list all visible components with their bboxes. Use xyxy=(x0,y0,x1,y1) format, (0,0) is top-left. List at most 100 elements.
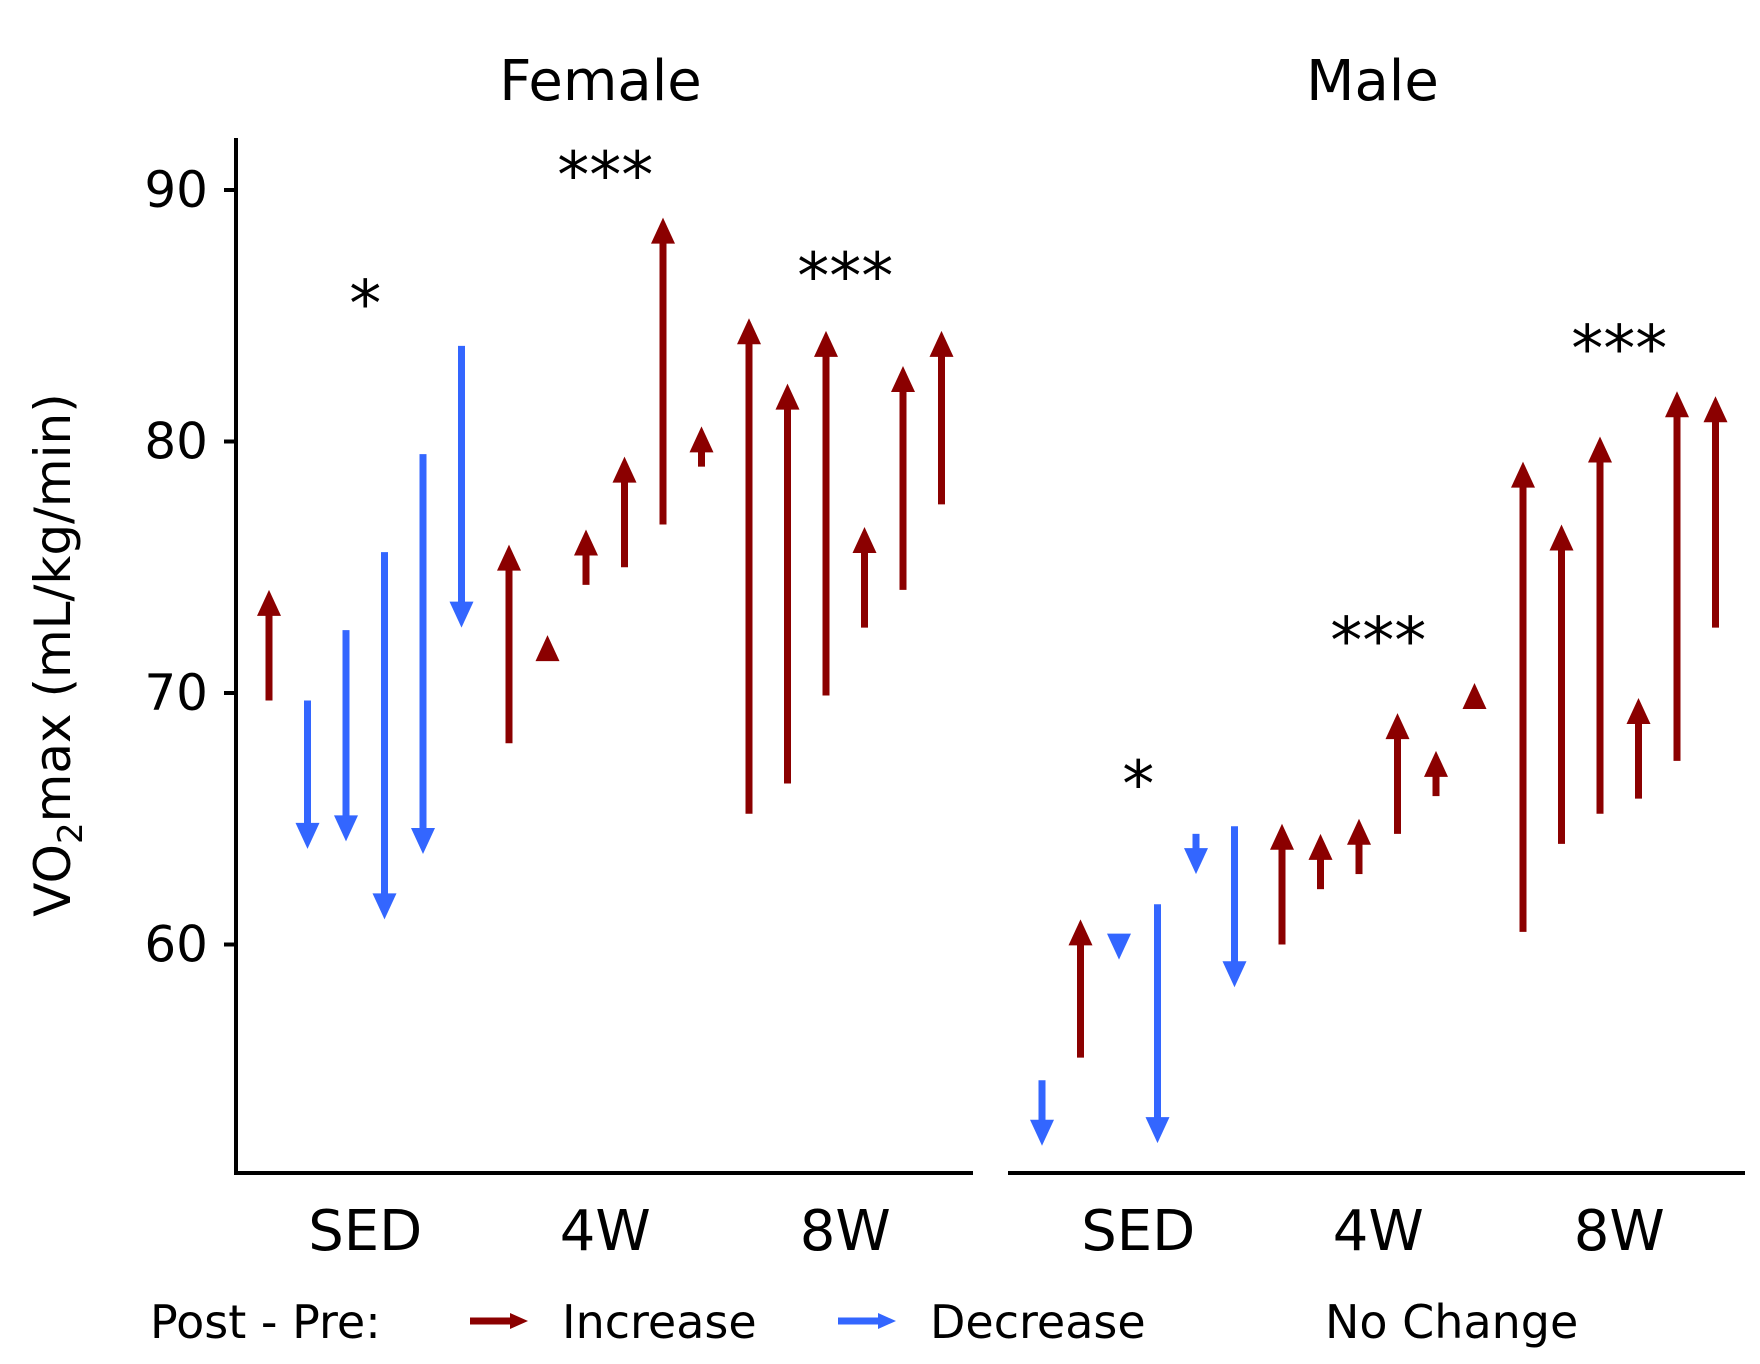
male-4w-arrow-1 xyxy=(1270,823,1294,945)
legend-key-increase xyxy=(470,1313,528,1329)
legend-key-increase-head xyxy=(510,1313,528,1329)
female-4w-arrow-6 xyxy=(689,426,714,467)
male-sed-significance: * xyxy=(1122,748,1154,822)
male-sed-arrow-5-head xyxy=(1184,848,1208,875)
female-8w-significance: *** xyxy=(797,240,893,314)
female-sed-arrow-2 xyxy=(295,700,320,849)
y-axis-title-main: VO xyxy=(24,844,82,917)
female-4w-arrow-1 xyxy=(497,544,521,744)
male-8w-arrow-5-head xyxy=(1665,391,1689,418)
male-8w-arrow-1 xyxy=(1511,461,1535,932)
legend-label-increase: Increase xyxy=(562,1295,757,1349)
female-sed-arrow-4-head xyxy=(372,893,397,920)
female-4w-arrow-4 xyxy=(612,456,637,568)
male-4w-arrow-2-head xyxy=(1308,833,1333,860)
legend-label-nochange: No Change xyxy=(1325,1295,1578,1349)
female-8w-arrow-6-head xyxy=(929,330,954,357)
y-axis-title-rest: max (mL/kg/min) xyxy=(24,393,82,822)
male-4w-arrow-2 xyxy=(1308,833,1333,890)
male-sed-arrow-1 xyxy=(1030,1080,1054,1146)
legend-key-decrease xyxy=(838,1313,896,1329)
male-8w-arrow-4-head xyxy=(1626,698,1651,725)
female-4w-arrow-5-head xyxy=(651,217,675,244)
male-4w-arrow-4 xyxy=(1385,713,1410,834)
arrows-layer xyxy=(257,217,1728,1146)
labels-layer: VO2max (mL/kg/min) Female SED * 4W *** 8W *** Ma… xyxy=(24,49,1667,1264)
female-8w-arrow-3-head xyxy=(814,330,838,357)
y-tick-label-70: 70 xyxy=(144,664,208,722)
male-panel-title: Male xyxy=(1306,49,1439,114)
female-panel-title: Female xyxy=(499,49,701,114)
female-8w-arrow-2-head xyxy=(775,383,800,410)
female-sed-arrow-1 xyxy=(257,589,281,701)
female-sed-arrow-1-head xyxy=(257,589,281,616)
female-sed-arrow-2-head xyxy=(295,822,320,849)
male-sed-arrow-6 xyxy=(1222,826,1247,988)
female-4w-arrow-3-head xyxy=(574,529,598,556)
legend-key-decrease-head xyxy=(878,1313,896,1329)
female-4w-arrow-5 xyxy=(651,217,675,525)
legend-title: Post - Pre: xyxy=(150,1295,381,1349)
female-8w-arrow-2 xyxy=(775,383,800,784)
female-sed-significance: * xyxy=(349,268,381,342)
male-4w-arrow-6 xyxy=(1462,682,1487,709)
male-4w-arrow-3-head xyxy=(1347,818,1371,845)
male-sed-arrow-4 xyxy=(1145,904,1170,1144)
male-4w-significance: *** xyxy=(1330,605,1426,679)
female-8w-arrow-3 xyxy=(814,330,838,696)
female-8w-arrow-4-head xyxy=(852,527,877,554)
legend-label-decrease: Decrease xyxy=(930,1295,1146,1349)
male-8w-significance: *** xyxy=(1571,313,1667,387)
male-x-tick-label-8w: 8W xyxy=(1574,1199,1665,1264)
y-axis-title-sub: 2 xyxy=(51,822,91,844)
female-x-tick-label-8w: 8W xyxy=(800,1199,891,1264)
male-4w-arrow-5 xyxy=(1424,750,1448,797)
male-8w-arrow-4 xyxy=(1626,698,1651,799)
male-x-tick-label-sed: SED xyxy=(1081,1199,1195,1264)
male-x-tick-label-4w: 4W xyxy=(1333,1199,1424,1264)
male-sed-arrow-2-head xyxy=(1068,919,1093,946)
female-sed-arrow-5 xyxy=(411,454,435,854)
female-4w-significance: *** xyxy=(557,140,653,214)
male-8w-arrow-3-head xyxy=(1588,436,1612,463)
female-8w-arrow-5-head xyxy=(891,366,915,393)
female-sed-arrow-3 xyxy=(334,630,358,842)
female-8w-arrow-4 xyxy=(852,527,877,628)
female-4w-arrow-2-head xyxy=(535,635,560,662)
male-8w-arrow-2-head xyxy=(1549,524,1574,551)
female-4w-arrow-4-head xyxy=(612,456,637,483)
male-sed-arrow-1-head xyxy=(1030,1119,1054,1146)
male-sed-arrow-6-head xyxy=(1222,961,1247,988)
y-tick-label-80: 80 xyxy=(144,413,208,471)
male-8w-arrow-6 xyxy=(1703,396,1728,628)
female-sed-arrow-6 xyxy=(449,345,474,628)
male-8w-arrow-3 xyxy=(1588,436,1612,814)
male-8w-arrow-1-head xyxy=(1511,461,1535,488)
male-sed-arrow-3-head xyxy=(1107,933,1131,960)
female-8w-arrow-6 xyxy=(929,330,954,505)
male-8w-arrow-5 xyxy=(1665,391,1689,761)
female-8w-arrow-1 xyxy=(737,318,761,814)
male-4w-arrow-3 xyxy=(1347,818,1371,875)
female-4w-arrow-6-head xyxy=(689,426,714,453)
male-4w-arrow-5-head xyxy=(1424,750,1448,777)
y-tick-label-60: 60 xyxy=(144,916,208,974)
female-4w-arrow-2 xyxy=(535,635,560,662)
male-sed-arrow-3 xyxy=(1107,933,1131,960)
female-8w-arrow-1-head xyxy=(737,318,761,345)
female-4w-arrow-1-head xyxy=(497,544,521,571)
female-x-tick-label-4w: 4W xyxy=(560,1199,651,1264)
female-x-tick-label-sed: SED xyxy=(308,1199,422,1264)
male-4w-arrow-1-head xyxy=(1270,823,1294,850)
female-4w-arrow-3 xyxy=(574,529,598,585)
y-tick-label-90: 90 xyxy=(144,161,208,219)
male-8w-arrow-6-head xyxy=(1703,396,1728,423)
y-axis-title: VO2max (mL/kg/min) xyxy=(24,393,91,916)
male-sed-arrow-5 xyxy=(1184,833,1208,875)
male-sed-arrow-2 xyxy=(1068,919,1093,1058)
female-sed-arrow-4 xyxy=(372,552,397,920)
female-sed-arrow-6-head xyxy=(449,601,474,628)
female-sed-arrow-3-head xyxy=(334,815,358,842)
